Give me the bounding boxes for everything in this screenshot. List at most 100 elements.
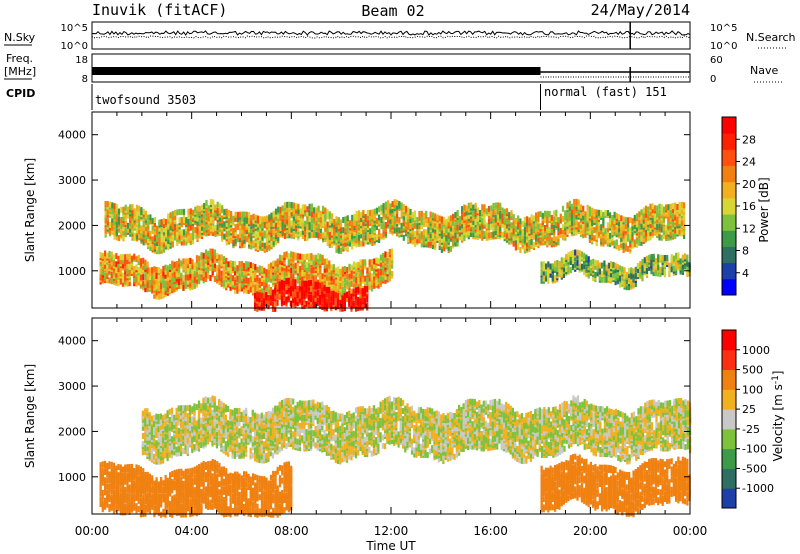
heatmap-cell — [322, 211, 325, 218]
heatmap-cell — [313, 229, 316, 236]
heatmap-cell — [634, 272, 637, 279]
colorbar-segment — [722, 214, 736, 231]
heatmap-cell — [227, 230, 230, 237]
heatmap-cell — [665, 204, 668, 211]
heatmap-cell — [393, 215, 396, 222]
heatmap-cell — [175, 407, 178, 414]
heatmap-cell — [377, 272, 380, 279]
heatmap-cell — [418, 215, 421, 221]
heatmap-cell — [319, 210, 322, 217]
heatmap-cell — [575, 229, 578, 236]
heatmap-cell — [182, 213, 186, 219]
heatmap-cell — [323, 279, 326, 285]
heatmap-cell — [561, 205, 565, 212]
heatmap-cell — [117, 235, 121, 241]
heatmap-cell — [305, 261, 308, 268]
heatmap-cell — [149, 230, 152, 237]
heatmap-cell — [342, 233, 345, 240]
heatmap-cell — [361, 294, 364, 301]
heatmap-cell — [555, 209, 558, 216]
heatmap-cell — [186, 278, 190, 285]
heatmap-cell — [339, 291, 342, 298]
heatmap-cell — [377, 276, 380, 283]
heatmap-cell — [322, 205, 325, 212]
heatmap-cell — [440, 216, 443, 223]
heatmap-cell — [315, 231, 318, 238]
heatmap-cell — [648, 254, 651, 261]
heatmap-cell — [595, 209, 598, 216]
heatmap-cell — [104, 273, 107, 279]
heatmap-cell — [420, 223, 423, 230]
heatmap-cell — [371, 223, 374, 230]
heatmap-cell — [660, 218, 663, 225]
heatmap-cell — [119, 258, 122, 265]
heatmap-cell — [375, 207, 378, 214]
heatmap-cell — [106, 219, 109, 226]
heatmap-cell — [362, 224, 365, 231]
heatmap-cell — [146, 434, 149, 441]
heatmap-cell — [393, 227, 396, 234]
heatmap-cell — [153, 229, 156, 236]
heatmap-cell — [294, 283, 297, 290]
heatmap-cell — [388, 269, 391, 276]
heatmap-cell — [382, 253, 385, 259]
heatmap-cell — [198, 218, 201, 225]
heatmap-cell — [260, 292, 263, 299]
heatmap-cell — [382, 221, 385, 228]
heatmap-cell — [416, 237, 419, 244]
heatmap-cell — [162, 431, 165, 438]
heatmap-cell — [645, 261, 649, 268]
heatmap-cell — [198, 232, 201, 239]
freq-panel: Freq. [MHz] 18 8 60 0 Nave — [4, 52, 782, 85]
heatmap-cell — [389, 225, 392, 232]
heatmap-cell — [636, 262, 640, 269]
heatmap-cell — [99, 268, 102, 275]
heatmap-cell — [566, 212, 569, 219]
heatmap-cell — [126, 262, 129, 269]
heatmap-cell — [135, 208, 139, 215]
heatmap-cell — [352, 288, 355, 295]
heatmap-cell — [153, 221, 156, 228]
heatmap-cell — [308, 220, 311, 227]
heatmap-cell — [472, 218, 475, 225]
heatmap-cell — [668, 268, 671, 275]
heatmap-cell — [631, 242, 634, 249]
heatmap-cell — [229, 260, 232, 267]
heatmap-cell — [261, 230, 264, 237]
heatmap-cell — [680, 226, 683, 233]
heatmap-cell — [165, 239, 168, 246]
heatmap-cell — [382, 275, 385, 282]
heatmap-cell — [265, 269, 268, 276]
heatmap-cell — [276, 258, 279, 265]
heatmap-cell — [537, 223, 540, 230]
heatmap-cell — [384, 222, 387, 228]
heatmap-cell — [209, 217, 213, 224]
heatmap-cell — [135, 276, 138, 283]
heatmap-cell — [570, 203, 574, 210]
heatmap-cell — [295, 231, 298, 238]
heatmap-cell — [323, 285, 326, 292]
heatmap-cell — [234, 238, 237, 245]
heatmap-cell — [254, 214, 257, 221]
heatmap-cell — [487, 232, 491, 239]
heatmap-cell — [336, 297, 340, 304]
heatmap-cell — [274, 283, 277, 289]
heatmap-cell — [162, 437, 165, 444]
heatmap-cell — [384, 201, 387, 208]
heatmap-cell — [216, 201, 219, 208]
heatmap-cell — [324, 207, 327, 214]
heatmap-cell — [343, 276, 347, 283]
heatmap-cell — [269, 262, 273, 269]
heatmap-cell — [155, 440, 158, 447]
heatmap-cell — [360, 232, 363, 239]
heatmap-cell — [359, 288, 362, 295]
heatmap-cell — [248, 226, 251, 233]
heatmap-cell — [674, 214, 677, 221]
heatmap-cell — [632, 282, 635, 289]
heatmap-cell — [373, 235, 376, 242]
heatmap-cell — [236, 265, 239, 272]
heatmap-cell — [260, 265, 264, 272]
heatmap-cell — [339, 225, 343, 232]
